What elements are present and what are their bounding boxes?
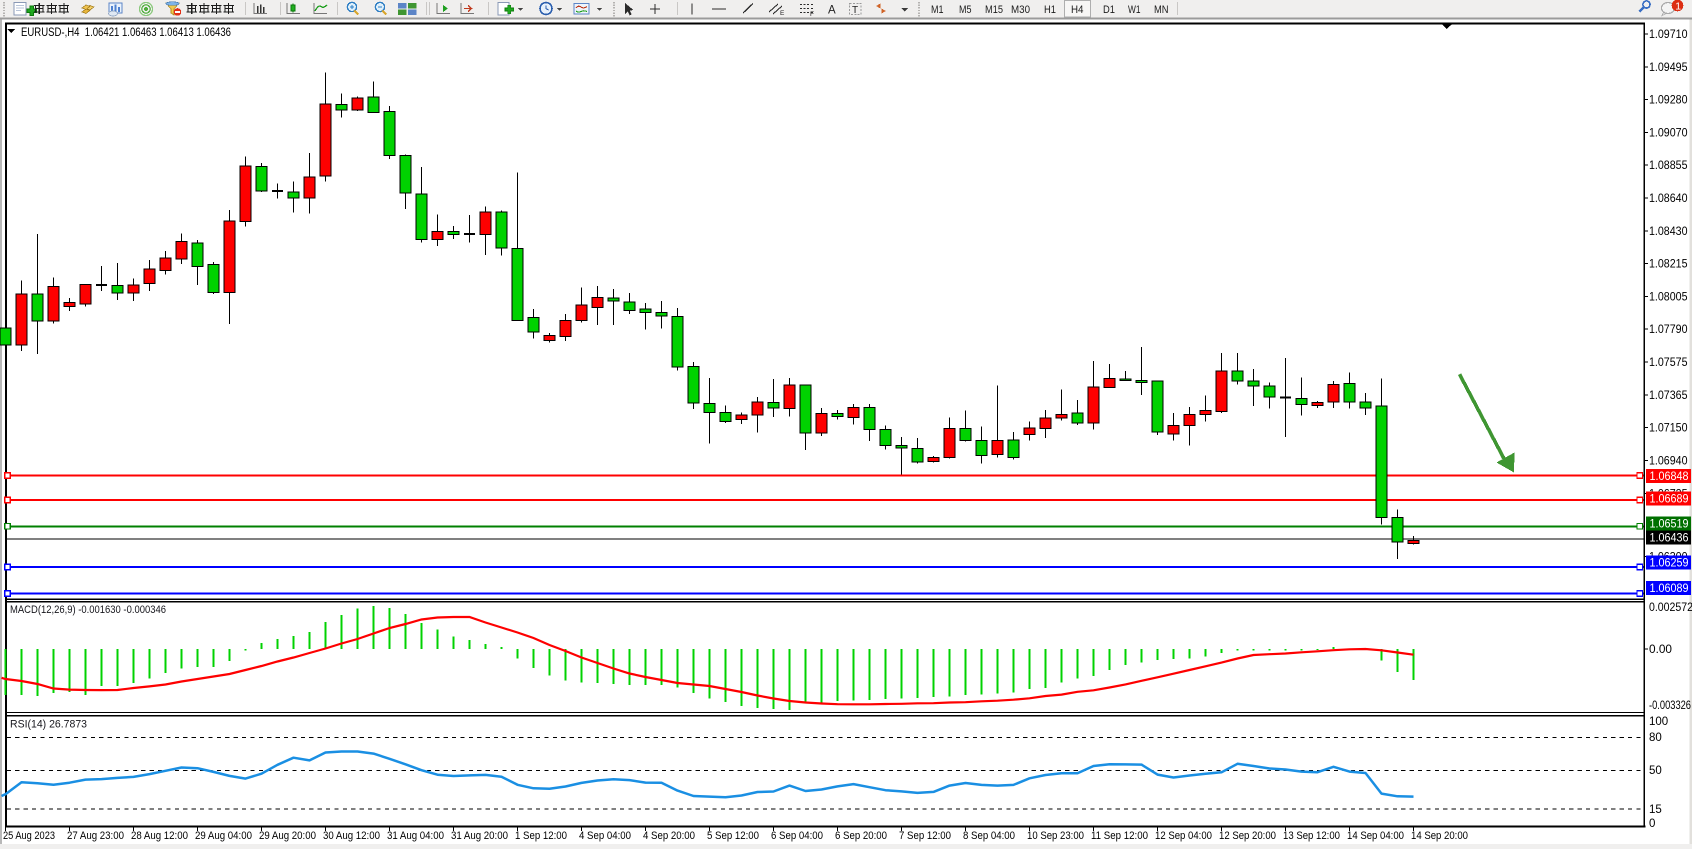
svg-text:4 Sep 04:00: 4 Sep 04:00	[579, 830, 631, 842]
svg-text:M15: M15	[985, 4, 1003, 16]
svg-text:MACD(12,26,9) -0.001630 -0.000: MACD(12,26,9) -0.001630 -0.000346	[10, 604, 166, 616]
svg-text:12 Sep 20:00: 12 Sep 20:00	[1219, 830, 1276, 842]
svg-text:14 Sep 04:00: 14 Sep 04:00	[1347, 830, 1404, 842]
svg-text:D1: D1	[1103, 4, 1115, 16]
svg-text:1.09070: 1.09070	[1649, 127, 1688, 139]
svg-text:-0.003326: -0.003326	[1649, 700, 1691, 712]
svg-text:1.06436: 1.06436	[1650, 533, 1689, 545]
svg-text:31 Aug 04:00: 31 Aug 04:00	[387, 830, 444, 842]
svg-text:1 Sep 12:00: 1 Sep 12:00	[515, 830, 567, 842]
svg-text:50: 50	[1649, 765, 1662, 777]
svg-text:29 Aug 20:00: 29 Aug 20:00	[259, 830, 316, 842]
svg-text:1.07575: 1.07575	[1649, 357, 1688, 369]
svg-text:1.06848: 1.06848	[1650, 471, 1689, 483]
svg-text:6 Sep 20:00: 6 Sep 20:00	[835, 830, 887, 842]
svg-text:H4: H4	[1071, 4, 1084, 16]
svg-text:1.07790: 1.07790	[1649, 324, 1688, 336]
svg-text:1.06259: 1.06259	[1650, 558, 1689, 570]
svg-text:1.08215: 1.08215	[1649, 259, 1688, 271]
svg-text:MN: MN	[1154, 4, 1169, 16]
svg-text:15: 15	[1649, 804, 1662, 816]
svg-text:1.09280: 1.09280	[1649, 95, 1688, 107]
svg-text:80: 80	[1649, 732, 1662, 744]
svg-text:10 Sep 23:00: 10 Sep 23:00	[1027, 830, 1084, 842]
svg-text:14 Sep 20:00: 14 Sep 20:00	[1411, 830, 1468, 842]
svg-text:M30: M30	[1011, 4, 1030, 16]
svg-text:29 Aug 04:00: 29 Aug 04:00	[195, 830, 252, 842]
svg-text:25 Aug 2023: 25 Aug 2023	[3, 830, 55, 842]
svg-text:1.07365: 1.07365	[1649, 390, 1688, 402]
svg-text:1.06519: 1.06519	[1650, 519, 1689, 531]
svg-text:11 Sep 12:00: 11 Sep 12:00	[1091, 830, 1148, 842]
svg-text:31 Aug 20:00: 31 Aug 20:00	[451, 830, 508, 842]
svg-text:0.00: 0.00	[1649, 644, 1672, 656]
svg-text:M5: M5	[959, 4, 972, 16]
svg-text:H1: H1	[1044, 4, 1056, 16]
svg-text:12 Sep 04:00: 12 Sep 04:00	[1155, 830, 1212, 842]
svg-text:1.06089: 1.06089	[1650, 583, 1689, 595]
svg-text:1.06940: 1.06940	[1649, 455, 1688, 467]
svg-text:W1: W1	[1128, 4, 1141, 16]
svg-text:7 Sep 12:00: 7 Sep 12:00	[899, 830, 951, 842]
svg-text:1.08005: 1.08005	[1649, 291, 1688, 303]
svg-text:1.06689: 1.06689	[1650, 494, 1689, 506]
svg-text:4 Sep 20:00: 4 Sep 20:00	[643, 830, 695, 842]
svg-text:0: 0	[1649, 818, 1655, 830]
svg-text:1.07150: 1.07150	[1649, 423, 1688, 435]
svg-text:M1: M1	[931, 4, 944, 16]
svg-text:1.09495: 1.09495	[1649, 62, 1688, 74]
svg-text:RSI(14) 26.7873: RSI(14) 26.7873	[10, 719, 87, 731]
svg-text:1.08855: 1.08855	[1649, 160, 1688, 172]
svg-text:A: A	[828, 5, 836, 17]
svg-text:8 Sep 04:00: 8 Sep 04:00	[963, 830, 1015, 842]
svg-text:F: F	[810, 11, 814, 18]
svg-text:30 Aug 12:00: 30 Aug 12:00	[323, 830, 380, 842]
svg-text:28 Aug 12:00: 28 Aug 12:00	[131, 830, 188, 842]
svg-text:27 Aug 23:00: 27 Aug 23:00	[67, 830, 124, 842]
svg-text:100: 100	[1649, 716, 1668, 728]
svg-text:13 Sep 12:00: 13 Sep 12:00	[1283, 830, 1340, 842]
svg-text:6 Sep 04:00: 6 Sep 04:00	[771, 830, 823, 842]
svg-text:E: E	[780, 10, 785, 17]
svg-text:0.002572: 0.002572	[1649, 602, 1692, 614]
svg-text:1.09710: 1.09710	[1649, 29, 1688, 41]
svg-text:5 Sep 12:00: 5 Sep 12:00	[707, 830, 759, 842]
svg-text:1.08430: 1.08430	[1649, 226, 1688, 238]
svg-text:1: 1	[1675, 1, 1681, 13]
svg-text:1.08640: 1.08640	[1649, 193, 1688, 205]
svg-text:T: T	[852, 5, 858, 16]
svg-text:EURUSD-,H4 1.06421 1.06463 1.: EURUSD-,H4 1.06421 1.06463 1.06413 1.064…	[21, 27, 231, 39]
